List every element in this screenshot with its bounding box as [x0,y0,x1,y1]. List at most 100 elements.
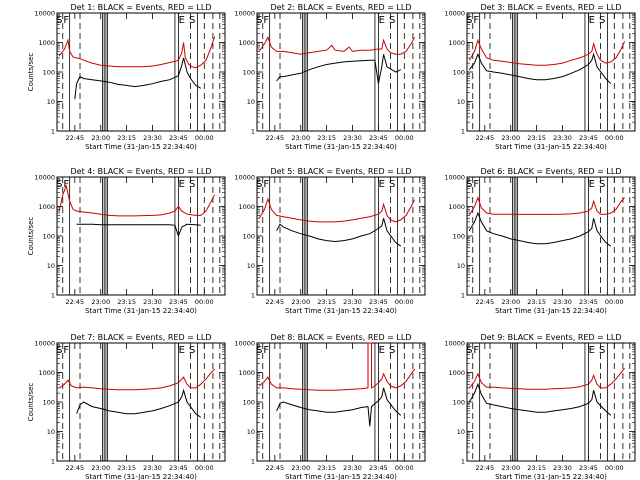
x-tick-label: 00:00 [605,134,624,142]
x-tick-label: 23:45 [579,464,598,472]
x-tick-label: 23:45 [579,298,598,306]
y-tick-label: 100 [453,69,465,77]
plot-frame [256,12,426,132]
chart-title: Det 5: BLACK = Events, RED = LLD [271,167,412,176]
event-marker-label: F [263,345,269,356]
y-tick-label: 1 [461,128,465,136]
x-axis-label: Start Time (31-Jan-15 22:34:40) [85,143,197,151]
events-series-line [468,382,612,416]
chart-title: Det 3: BLACK = Events, RED = LLD [481,3,622,12]
event-marker-label: S [56,345,62,356]
x-tick-label: 23:45 [369,134,388,142]
event-marker-label: F [63,15,69,26]
y-tick-label: 100 [243,69,255,77]
x-tick-label: 23:30 [553,298,572,306]
event-marker-label: S [599,179,605,190]
event-marker-label: S [56,15,62,26]
x-tick-label: 22:45 [65,298,84,306]
y-tick-label: 100 [43,399,55,407]
x-tick-label: 00:00 [195,298,214,306]
x-tick-label: 23:00 [91,298,110,306]
event-marker-label: S [599,15,605,26]
plot-frame [466,342,636,462]
event-marker-label: S [389,15,395,26]
event-marker-label: S [389,345,395,356]
x-axis-label: Start Time (31-Jan-15 22:34:40) [495,473,607,480]
lld-series-line [258,342,416,391]
x-tick-label: 23:00 [291,134,310,142]
x-tick-label: 23:45 [369,298,388,306]
event-marker-label: E [179,345,185,356]
events-series-line [276,218,402,247]
event-marker-label: E [379,179,385,190]
lld-series-line [59,368,215,391]
x-axis-label: Start Time (31-Jan-15 22:34:40) [285,473,397,480]
y-tick-label: 10000 [34,174,55,182]
x-axis-label: Start Time (31-Jan-15 22:34:40) [85,473,197,480]
y-tick-label: 10 [457,428,465,436]
y-tick-label: 10000 [444,340,465,348]
x-tick-label: 22:45 [65,464,84,472]
y-tick-label: 100 [453,399,465,407]
y-tick-label: 100 [243,233,255,241]
x-tick-label: 23:45 [169,298,188,306]
y-tick-label: 10 [247,428,255,436]
chart-title: Det 7: BLACK = Events, RED = LLD [71,333,212,342]
chart-panel: Det 2: BLACK = Events, RED = LLD 1 10 100 10… [234,3,426,151]
x-tick-label: 23:00 [501,298,520,306]
event-marker-label: E [379,15,385,26]
y-tick-label: 10 [47,98,55,106]
event-marker-label: E [589,179,595,190]
lld-series-line [468,38,626,66]
x-tick-label: 23:00 [291,298,310,306]
x-tick-label: 23:30 [343,298,362,306]
x-tick-label: 22:45 [265,298,284,306]
x-tick-label: 23:15 [527,464,546,472]
y-axis-label: Counts/sec [27,53,35,92]
x-tick-label: 23:45 [169,134,188,142]
event-marker-label: S [56,179,62,190]
y-axis-label: Counts/sec [27,217,35,256]
event-marker-label: S [256,345,262,356]
x-tick-label: 22:45 [475,298,494,306]
y-tick-label: 1 [51,292,55,300]
events-series-line [276,54,402,84]
chart-title: Det 2: BLACK = Events, RED = LLD [271,3,412,12]
x-axis-label: Start Time (31-Jan-15 22:34:40) [285,143,397,151]
y-tick-label: 10 [247,262,255,270]
x-tick-label: 23:30 [553,464,572,472]
y-tick-label: 1 [51,458,55,466]
y-tick-label: 100 [43,69,55,77]
x-tick-label: 23:15 [317,464,336,472]
x-tick-label: 23:30 [143,464,162,472]
x-tick-label: 23:30 [143,298,162,306]
y-tick-label: 1 [251,292,255,300]
x-tick-label: 23:30 [143,134,162,142]
y-tick-label: 1000 [38,203,55,211]
x-tick-label: 23:15 [117,464,136,472]
event-marker-label: F [473,345,479,356]
y-axis-label: Counts/sec [27,383,35,422]
x-axis-label: Start Time (31-Jan-15 22:34:40) [85,307,197,315]
x-tick-label: 23:15 [117,134,136,142]
events-series-line [276,387,402,427]
lld-series-line [258,197,416,223]
y-tick-label: 1 [251,458,255,466]
event-marker-label: F [263,15,269,26]
event-marker-label: S [256,15,262,26]
x-tick-label: 23:30 [343,464,362,472]
x-tick-label: 00:00 [195,464,214,472]
x-tick-label: 00:00 [395,298,414,306]
x-axis-label: Start Time (31-Jan-15 22:34:40) [285,307,397,315]
y-tick-label: 10 [47,262,55,270]
y-tick-label: 10 [47,428,55,436]
chart-panel: Det 1: BLACK = Events, RED = LLD 1 10 100 10… [27,3,226,151]
plot-frame [56,12,226,132]
y-tick-label: 1 [51,128,55,136]
plot-frame [56,342,226,462]
plot-frame [466,176,636,296]
chart-panel: Det 3: BLACK = Events, RED = LLD 1 10 100 10… [444,3,636,151]
y-tick-label: 1000 [38,369,55,377]
event-marker-label: S [189,179,195,190]
lld-series-line [468,367,625,390]
